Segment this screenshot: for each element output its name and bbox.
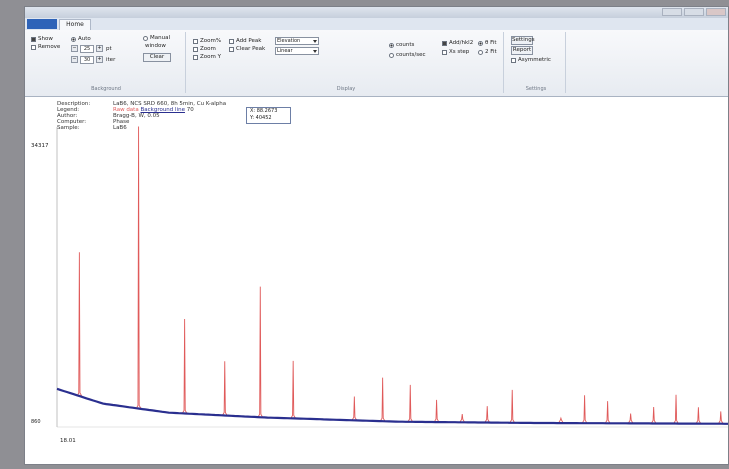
chart-svg [56, 126, 728, 428]
peak-9 [433, 399, 440, 423]
peak-10 [459, 414, 466, 423]
app-window: Home Show Remove Auto − 25 + pt − 30 + i… [24, 6, 729, 465]
author-value: Bragg-B, W, 0.05 [113, 113, 160, 119]
peak-8 [407, 384, 414, 423]
zoom-checkbox[interactable]: Zoom [193, 46, 216, 52]
settings-button[interactable]: Settings [511, 36, 535, 45]
peak-2 [181, 318, 188, 414]
settings-group: Settings Report Asymmetric Settings [507, 32, 566, 93]
raw-data-series [76, 126, 724, 424]
chevron-down-icon [313, 50, 317, 53]
background-line-series [56, 387, 728, 425]
counts-radio[interactable]: counts [389, 42, 414, 48]
add-peak-checkbox[interactable]: Add Peak [229, 38, 261, 44]
peak-0 [76, 252, 83, 397]
description-label: Description: [57, 101, 91, 107]
counts-per-sec-radio[interactable]: counts/sec [389, 52, 426, 58]
zoom-y-checkbox[interactable]: Zoom Y [193, 54, 221, 60]
y-base-label: 860 [31, 419, 41, 425]
display-group-label: Display [336, 86, 356, 92]
peak-5 [290, 360, 296, 419]
close-button[interactable] [706, 8, 726, 16]
peak-12 [509, 389, 516, 424]
settings-group-label: Settings [525, 86, 547, 92]
author-label: Author: [57, 113, 78, 119]
clear-peak-checkbox[interactable]: Clear Peak [229, 46, 265, 52]
legend-number: 70 [186, 107, 194, 113]
xs-step-checkbox[interactable]: Xs step [442, 49, 469, 55]
peak-1 [135, 126, 142, 409]
elevation-combo[interactable]: Elevation [275, 37, 319, 45]
display-group: Zoom% Zoom Zoom Y Add Peak Clear Peak El… [189, 32, 504, 93]
computer-value: Phase [113, 119, 130, 125]
sample-value: LaB6 [113, 125, 127, 131]
peak-20 [717, 411, 724, 424]
manual-radio[interactable]: Manual [143, 35, 170, 41]
diffraction-plot[interactable]: Description: Legend: Author: Computer: S… [25, 97, 728, 464]
peak-6 [351, 396, 358, 421]
info-values: LaB6, NCS SRD 660, 8h 5min, Cu K-alpha R… [113, 101, 226, 131]
description-value: LaB6, NCS SRD 660, 8h 5min, Cu K-alpha [113, 101, 227, 107]
legend-value: Raw data Background line 70 [113, 107, 226, 113]
scale-combo[interactable]: Linear [275, 47, 319, 55]
peak-14 [581, 395, 588, 424]
peak-7 [379, 377, 386, 422]
tooltip-y: Y: 40452 [250, 115, 272, 121]
legend-background-line: Background line [140, 107, 185, 113]
spin2-input[interactable]: 30 [80, 56, 94, 64]
report-button[interactable]: Report [511, 46, 533, 55]
spin1-decrement[interactable]: − [71, 45, 78, 52]
peak-18 [673, 394, 679, 424]
peak-13 [558, 416, 564, 424]
spin2-increment[interactable]: + [96, 56, 103, 63]
zoom-pct-checkbox[interactable]: Zoom% [193, 38, 221, 44]
window-label: window [145, 43, 166, 49]
unit2-label: iter [106, 57, 116, 63]
peak-17 [650, 407, 657, 424]
peak-16 [627, 413, 634, 424]
legend-label: Legend: [57, 107, 80, 113]
chevron-down-icon [313, 40, 317, 43]
asymmetric-checkbox[interactable]: Asymmetric [511, 57, 551, 63]
minimize-button[interactable] [662, 8, 682, 16]
peak-3 [221, 361, 228, 416]
unit1-label: pt [106, 46, 112, 52]
two-fit-radio[interactable]: 2 Fit [478, 49, 497, 55]
show-checkbox[interactable]: Show [31, 36, 53, 42]
background-group-label: Background [91, 86, 121, 92]
theta-fit-radio[interactable]: θ Fit [478, 40, 497, 46]
tab-home[interactable]: Home [59, 19, 91, 30]
add-hkl-checkbox[interactable]: Add/hkl2 [442, 40, 473, 46]
computer-label: Computer: [57, 119, 87, 125]
spin1-increment[interactable]: + [96, 45, 103, 52]
cursor-tooltip: X: 88.2673 Y: 40452 [246, 107, 291, 124]
peak-4 [257, 286, 264, 418]
maximize-button[interactable] [684, 8, 704, 16]
info-labels: Description: Legend: Author: Computer: S… [57, 101, 90, 131]
auto-radio[interactable]: Auto [71, 36, 91, 42]
x-min-label: 18.01 [60, 438, 76, 444]
spin2-decrement[interactable]: − [71, 56, 78, 63]
peak-19 [695, 407, 702, 424]
y-max-label: 34317 [31, 143, 49, 149]
ribbon: Show Remove Auto − 25 + pt − 30 + iter M… [25, 30, 728, 97]
background-group: Show Remove Auto − 25 + pt − 30 + iter M… [27, 32, 186, 93]
clear-button[interactable]: Clear [143, 53, 171, 62]
peak-11 [484, 406, 491, 423]
peak-15 [604, 401, 611, 424]
tab-file[interactable] [27, 19, 57, 29]
sample-label: Sample: [57, 125, 80, 131]
remove-checkbox[interactable]: Remove [31, 44, 60, 50]
legend-raw-data: Raw data [113, 107, 139, 113]
spin1-input[interactable]: 25 [80, 45, 94, 53]
tooltip-x: X: 88.2673 [250, 108, 278, 114]
